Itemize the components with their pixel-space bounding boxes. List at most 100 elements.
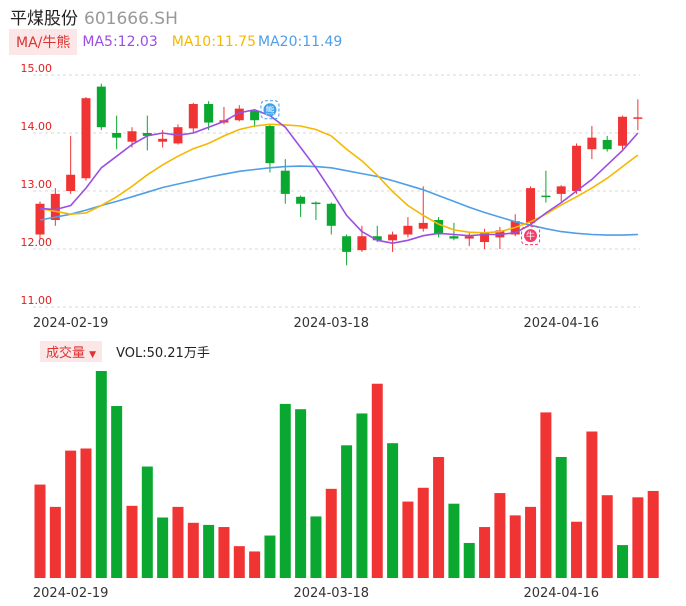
y-tick-label: 14.00 [21, 120, 53, 133]
bear-marker-text: 熊 [265, 104, 274, 116]
volume-bar [65, 450, 77, 578]
volume-bar [463, 542, 475, 578]
volume-bar [356, 413, 368, 578]
candle-body [280, 170, 290, 194]
candle-body [234, 108, 244, 121]
volume-value: VOL:50.21万手 [116, 345, 210, 361]
volume-bar [141, 466, 153, 578]
volume-bar [279, 403, 291, 578]
candle-body [35, 203, 45, 235]
bull-marker: 牛 [521, 226, 541, 246]
ma-legend: MA/牛熊 MA5:12.03 MA10:11.75 MA20:11.49 [9, 29, 342, 55]
candle-body [618, 116, 628, 146]
candle-body [541, 195, 551, 198]
volume-bar [509, 515, 521, 578]
volume-bar [249, 551, 261, 578]
volume-bar [601, 495, 613, 578]
candle-body [449, 236, 459, 239]
x-axis-date-label: 2024-03-18 [293, 586, 369, 601]
volume-bar [157, 517, 169, 578]
volume-bar [295, 409, 307, 578]
volume-bar [571, 521, 583, 578]
volume-bar [233, 546, 245, 578]
stock-name: 平煤股份 [10, 9, 78, 29]
volume-bar [632, 497, 644, 578]
candle-body [434, 220, 444, 235]
candle-body [296, 196, 306, 204]
bull-marker-text: 牛 [526, 230, 535, 242]
candle-body [188, 104, 198, 129]
ma10-label: MA10:11.75 [171, 34, 257, 50]
candle-body [342, 236, 352, 252]
candle-body [418, 222, 428, 229]
candle-body [480, 232, 490, 243]
volume-bar [525, 506, 537, 578]
ma5-label: MA5:12.03 [82, 34, 158, 50]
volume-bar [203, 524, 215, 578]
candle-body [526, 188, 536, 223]
volume-bar [555, 456, 567, 578]
volume-bar [310, 516, 322, 578]
candle-body [464, 236, 474, 239]
volume-bar [433, 456, 445, 578]
candle-body [127, 131, 137, 142]
volume-bar [479, 527, 491, 578]
candle-body [388, 234, 398, 241]
bull-marker-frame [521, 226, 541, 246]
chevron-down-icon: ▼ [89, 349, 97, 360]
y-tick-label: 15.00 [21, 62, 53, 75]
volume-bar [126, 505, 138, 578]
x-axis-date-label: 2024-03-18 [293, 316, 369, 331]
candle-body [112, 133, 122, 138]
volume-bar [341, 445, 353, 578]
volume-bar [264, 535, 276, 578]
ma20-line [39, 165, 638, 236]
volume-bar [402, 501, 414, 578]
y-tick-label: 13.00 [21, 178, 53, 191]
volume-toggle-button[interactable]: 成交量 ▼ [40, 340, 103, 362]
bull-marker-badge [524, 229, 538, 243]
volume-bar [187, 522, 199, 578]
candle-body [250, 110, 260, 121]
volume-bar [417, 487, 429, 578]
ma-toggle-button[interactable]: MA/牛熊 [9, 29, 78, 55]
volume-bar [80, 448, 92, 578]
volume-bar [586, 431, 598, 578]
candle-body [633, 117, 643, 119]
volume-bar [647, 490, 659, 578]
volume-bar [540, 412, 552, 578]
candle-body [311, 202, 321, 205]
volume-bar [111, 406, 123, 578]
bear-marker-badge [263, 103, 277, 117]
x-axis-date-label: 2024-02-19 [33, 316, 109, 331]
ma5-line [39, 108, 639, 245]
bear-marker-frame [260, 100, 280, 120]
candle-body [96, 86, 106, 128]
volume-bar [95, 371, 107, 578]
volume-bar [371, 383, 383, 578]
x-axis-date-label: 2024-04-16 [523, 316, 599, 331]
stock-title: 平煤股份 601666.SH [10, 4, 178, 29]
volume-bar [448, 503, 460, 578]
volume-bar [172, 506, 184, 578]
stock-code: 601666.SH [84, 9, 178, 29]
volume-bar [494, 493, 506, 578]
candle-body [50, 193, 60, 220]
candle-body [81, 98, 91, 179]
volume-bar [387, 443, 399, 578]
candle-body [602, 139, 612, 150]
candle-body [265, 126, 275, 164]
candle-body [326, 203, 336, 226]
y-tick-label: 12.00 [21, 236, 53, 249]
volume-bar [617, 545, 629, 578]
candle-body [357, 236, 367, 251]
candle-body [204, 104, 214, 123]
x-axis-date-label: 2024-04-16 [523, 586, 599, 601]
candle-body [572, 145, 582, 191]
candle-body [158, 138, 168, 142]
ma20-label: MA20:11.49 [258, 34, 343, 50]
candle-body [403, 225, 413, 235]
volume-toggle-label: 成交量 [46, 345, 86, 361]
y-tick-label: 11.00 [21, 294, 53, 307]
